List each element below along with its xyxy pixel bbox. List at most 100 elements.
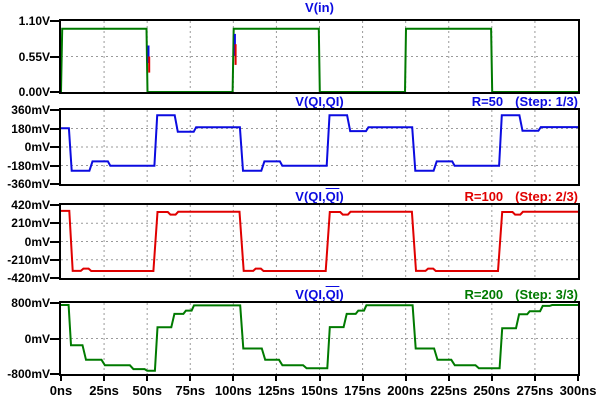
x-tick-mark	[490, 376, 493, 381]
x-tick-label: 25ns	[89, 383, 119, 398]
plot-area-2[interactable]	[59, 203, 580, 280]
waveform-trace-blue	[61, 114, 578, 172]
x-tick-label: 300ns	[559, 383, 597, 398]
x-tick-mark	[318, 376, 321, 381]
trace-title-text: )	[339, 94, 344, 109]
y-tick-mark	[50, 240, 59, 243]
waveform-canvas-1[interactable]	[61, 110, 578, 184]
y-tick-label: 0.55V	[18, 49, 50, 64]
x-tick-mark	[146, 376, 149, 381]
y-tick-mark	[50, 91, 59, 93]
y-tick-mark	[50, 164, 59, 167]
x-tick-label: 175ns	[344, 383, 382, 398]
waveform-canvas-3[interactable]	[61, 303, 578, 374]
pane-r200: 800mV 0mV -800mV	[0, 296, 600, 381]
waveform-canvas-2[interactable]	[61, 205, 578, 278]
step-counter: (Step: 1/3)	[515, 94, 578, 109]
pane4-title-row: V(QI,QI) R=200 (Step: 3/3)	[59, 287, 580, 302]
pane2-title-row: V(QI,QI) R=50 (Step: 1/3)	[59, 94, 580, 109]
step-counter: (Step: 2/3)	[515, 189, 578, 204]
x-tick-mark	[189, 376, 192, 381]
pane-vin: 1.10V 0.55V 0.00V	[0, 14, 600, 99]
waveform-trace-green	[61, 304, 578, 372]
step-counter: (Step: 3/3)	[515, 287, 578, 302]
y-tick-mark	[50, 20, 59, 22]
y-tick-label: 210mV	[11, 216, 50, 231]
resistance-label: R=50	[471, 94, 504, 109]
y-tick-mark	[50, 127, 59, 130]
y-tick-label: 0mV	[24, 331, 50, 346]
trace-title-text: V(QI,	[295, 94, 326, 109]
y-axis-labels-0: 1.10V 0.55V 0.00V	[0, 14, 59, 99]
x-tick-label: 150ns	[301, 383, 338, 398]
y-tick-label: 180mV	[11, 121, 50, 136]
y-tick-label: 360mV	[11, 103, 50, 117]
x-axis-ticks	[0, 376, 600, 382]
x-tick-label: 200ns	[387, 383, 425, 398]
x-tick-label: 125ns	[257, 383, 295, 398]
plot-area-3[interactable]	[59, 301, 580, 376]
waveform-canvas-0[interactable]	[61, 21, 578, 92]
x-tick-label: 275ns	[516, 383, 554, 398]
y-tick-mark	[50, 337, 59, 340]
y-tick-label: 0.00V	[18, 85, 50, 99]
trace-title-overline: QI	[325, 94, 340, 109]
pane3-title-row: V(QI,QI) R=100 (Step: 2/3)	[59, 189, 580, 204]
x-tick-label: 75ns	[175, 383, 206, 398]
trace-title-overline: QI	[325, 287, 340, 302]
x-tick-label: 100ns	[214, 383, 252, 398]
trace-title-text: )	[339, 287, 344, 302]
x-tick-mark	[275, 376, 278, 381]
plot-area-0[interactable]	[59, 19, 580, 94]
trace-title-vqi-3[interactable]: V(QI,QI)	[295, 287, 343, 302]
step-annotation-1: R=50 (Step: 1/3)	[472, 94, 578, 109]
x-axis-labels: 0ns 25ns 50ns 75ns 100ns 125ns 150ns 175ns 200ns…	[0, 383, 600, 399]
pane-r50: 360mV 180mV 0mV -180mV -360mV	[0, 103, 600, 191]
y-tick-mark	[50, 183, 59, 185]
x-tick-label: 0ns	[49, 383, 73, 398]
waveform-trace-green	[61, 27, 578, 92]
x-tick-label: 225ns	[430, 383, 468, 398]
y-tick-label: 1.10V	[18, 14, 50, 28]
trace-title-vqi-2[interactable]: V(QI,QI)	[295, 189, 343, 204]
pane-r100: 420mV 210mV 0mV -210mV -420mV	[0, 198, 600, 285]
resistance-label: R=100	[464, 189, 504, 204]
y-axis-labels-1: 360mV 180mV 0mV -180mV -360mV	[0, 103, 59, 191]
x-tick-mark	[60, 376, 62, 381]
y-axis-labels-2: 420mV 210mV 0mV -210mV -420mV	[0, 198, 59, 285]
trace-title-vin[interactable]: V(in)	[305, 0, 334, 15]
y-tick-label: -800mV	[7, 367, 50, 381]
step-annotation-3: R=200 (Step: 3/3)	[464, 287, 578, 302]
x-tick-mark	[103, 376, 106, 381]
y-tick-label: 800mV	[11, 296, 50, 310]
plot-area-1[interactable]	[59, 108, 580, 186]
y-tick-mark	[50, 109, 59, 111]
x-tick-label: 50ns	[132, 383, 162, 398]
x-tick-label: 250ns	[473, 383, 511, 398]
x-tick-mark	[361, 376, 364, 381]
resistance-label: R=200	[464, 287, 504, 302]
y-tick-label: 420mV	[11, 198, 50, 212]
trace-title-vqi-1[interactable]: V(QI,QI)	[295, 94, 343, 109]
y-tick-mark	[50, 373, 59, 375]
y-tick-label: 0mV	[24, 234, 50, 249]
y-tick-label: 0mV	[24, 140, 50, 154]
y-tick-mark	[50, 204, 59, 206]
y-tick-mark	[50, 222, 59, 225]
y-tick-label: -210mV	[7, 252, 50, 267]
y-tick-label: -180mV	[7, 158, 50, 173]
trace-title-text: V(in)	[305, 0, 334, 15]
x-tick-mark	[577, 376, 579, 381]
y-axis-labels-3: 800mV 0mV -800mV	[0, 296, 59, 381]
x-tick-mark	[232, 376, 235, 381]
trace-title-text: V(QI,	[295, 287, 326, 302]
y-tick-mark	[50, 146, 59, 148]
step-annotation-2: R=100 (Step: 2/3)	[464, 189, 578, 204]
x-tick-mark	[404, 376, 407, 381]
x-tick-mark	[447, 376, 450, 381]
x-tick-mark	[533, 376, 536, 381]
waveform-trace-red	[61, 209, 578, 272]
y-tick-mark	[50, 302, 59, 304]
y-tick-mark	[50, 277, 59, 279]
pane1-title-row: V(in)	[59, 0, 580, 15]
